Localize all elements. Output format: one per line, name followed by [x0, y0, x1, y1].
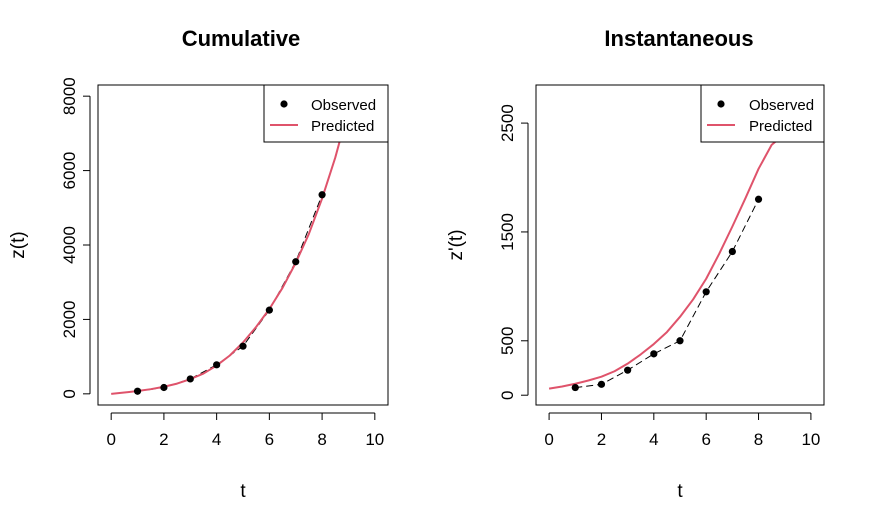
x-axis-label: t — [240, 481, 246, 502]
y-tick-label: 6000 — [60, 152, 79, 190]
x-tick-label: 8 — [754, 430, 763, 449]
x-tick-label: 0 — [544, 430, 553, 449]
x-tick-label: 4 — [649, 430, 658, 449]
observed-point — [597, 380, 606, 388]
observed-point — [318, 191, 326, 199]
legend-predicted-label: Predicted — [311, 118, 374, 135]
plot-frame — [535, 84, 825, 406]
x-axis-label: t — [677, 481, 683, 502]
observed-connector-line — [137, 194, 323, 392]
observed-point — [239, 342, 247, 350]
y-axis-label: z'(t) — [446, 229, 467, 260]
predicted-line — [548, 128, 811, 390]
plot-area — [548, 128, 811, 392]
observed-connector-line — [575, 199, 759, 389]
x-tick-label: 4 — [212, 430, 221, 449]
x-tick-label: 2 — [159, 430, 168, 449]
observed-point — [702, 288, 710, 296]
observed-point — [265, 306, 273, 314]
observed-point — [624, 366, 632, 374]
plot-area — [111, 85, 357, 395]
y-axis-label: z(t) — [8, 231, 29, 258]
observed-point — [571, 383, 579, 392]
legend: Observed Predicted — [700, 84, 825, 143]
legend-observed-label: Observed — [311, 97, 376, 114]
y-tick-label: 4000 — [60, 226, 79, 264]
y-tick-label: 500 — [498, 327, 517, 355]
panel-instantaneous: Instantaneous 0 2 4 6 8 10 0 500 1500 2500 t z'(t… — [446, 26, 825, 502]
observed-point — [650, 350, 658, 358]
y-tick-label: 0 — [498, 390, 517, 399]
axes: 0 2 4 6 8 10 0 500 1500 2500 — [498, 104, 820, 449]
axes: 0 2 4 6 8 10 0 2000 4000 6000 8000 — [60, 77, 384, 449]
observed-point — [213, 361, 221, 369]
y-tick-label: 1500 — [498, 213, 517, 251]
y-tick-label: 2500 — [498, 104, 517, 142]
chart-title: Cumulative — [182, 26, 301, 51]
legend-predicted-label: Predicted — [749, 118, 812, 135]
chart-title: Instantaneous — [604, 26, 753, 51]
legend-box — [700, 84, 825, 143]
panel-cumulative: Cumulative 0 2 4 6 8 10 0 2000 4000 6000 8000 t z(… — [8, 26, 389, 502]
y-tick-label: 2000 — [60, 301, 79, 339]
x-tick-label: 8 — [317, 430, 326, 449]
predicted-line — [111, 85, 357, 395]
legend-observed-marker — [280, 100, 288, 108]
legend-box — [263, 84, 389, 143]
y-tick-label: 8000 — [60, 77, 79, 115]
x-tick-label: 10 — [365, 430, 384, 449]
observed-point — [728, 247, 736, 256]
observed-point — [133, 387, 142, 395]
x-tick-label: 2 — [597, 430, 606, 449]
y-tick-label: 0 — [60, 389, 79, 398]
x-tick-label: 0 — [106, 430, 115, 449]
observed-point — [754, 195, 763, 203]
observed-point — [676, 337, 684, 345]
observed-point — [186, 375, 194, 383]
legend: Observed Predicted — [263, 84, 389, 143]
legend-observed-marker — [717, 100, 725, 108]
x-tick-label: 10 — [801, 430, 820, 449]
x-tick-label: 6 — [701, 430, 710, 449]
x-tick-label: 6 — [265, 430, 274, 449]
plot-frame — [97, 84, 389, 406]
observed-point — [160, 383, 168, 392]
legend-observed-label: Observed — [749, 97, 814, 114]
observed-point — [292, 258, 300, 266]
